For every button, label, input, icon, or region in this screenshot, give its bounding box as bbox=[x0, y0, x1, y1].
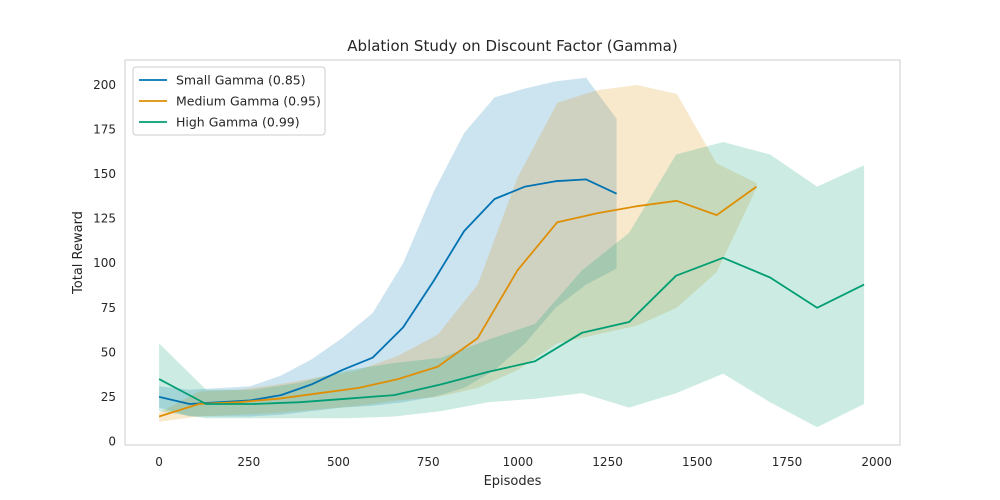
series-line bbox=[158, 178, 617, 405]
y-tick-label: 100 bbox=[93, 256, 116, 270]
x-tick-label: 250 bbox=[237, 455, 260, 469]
chart-title: Ablation Study on Discount Factor (Gamma… bbox=[347, 37, 677, 55]
x-tick-label: 1750 bbox=[772, 455, 803, 469]
y-axis-label: Total Reward bbox=[71, 211, 86, 295]
legend-label: High Gamma (0.99) bbox=[176, 115, 300, 130]
confidence-bands bbox=[159, 77, 865, 428]
legend-label: Medium Gamma (0.95) bbox=[176, 94, 321, 109]
plot-area-frame bbox=[124, 59, 901, 446]
series-lines bbox=[158, 178, 865, 418]
confidence-band bbox=[159, 85, 757, 422]
x-tick-label: 1250 bbox=[592, 455, 623, 469]
legend-label: Small Gamma (0.85) bbox=[176, 73, 306, 88]
y-tick-label: 25 bbox=[101, 390, 116, 404]
axis-ticks: 0 250 500 750 1000 1250 1500 1750 2000 0 25 50 75 100… bbox=[93, 78, 892, 469]
y-tick-label: 175 bbox=[93, 123, 116, 137]
legend: Small Gamma (0.85) Medium Gamma (0.95) Hig… bbox=[132, 66, 326, 136]
x-tick-label: 1500 bbox=[682, 455, 713, 469]
y-tick-label: 75 bbox=[101, 301, 116, 315]
x-tick-label: 2000 bbox=[861, 455, 892, 469]
legend-box bbox=[132, 66, 326, 136]
series-line bbox=[158, 185, 758, 418]
series-line bbox=[158, 256, 865, 405]
y-tick-label: 200 bbox=[93, 78, 116, 92]
y-tick-label: 150 bbox=[93, 167, 116, 181]
x-tick-label: 750 bbox=[417, 455, 440, 469]
confidence-band bbox=[159, 77, 617, 417]
x-axis-label: Episodes bbox=[484, 474, 542, 489]
x-tick-label: 500 bbox=[327, 455, 350, 469]
x-tick-label: 0 bbox=[155, 455, 163, 469]
y-tick-label: 50 bbox=[101, 345, 116, 359]
y-tick-label: 0 bbox=[108, 434, 116, 448]
x-tick-label: 1000 bbox=[503, 455, 534, 469]
confidence-band bbox=[159, 142, 865, 428]
y-tick-label: 125 bbox=[93, 212, 116, 226]
